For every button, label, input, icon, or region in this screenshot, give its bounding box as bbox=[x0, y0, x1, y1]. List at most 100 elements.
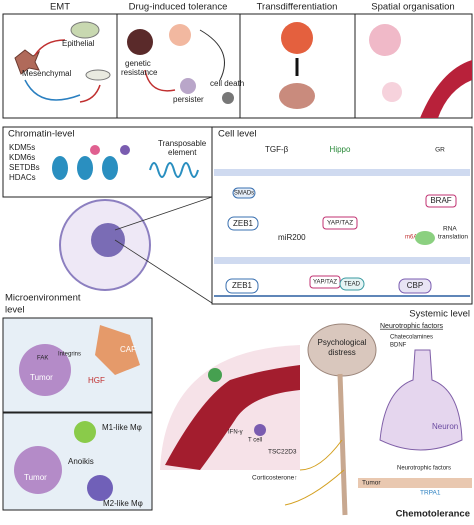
label: translation bbox=[438, 234, 468, 241]
label: T cell bbox=[248, 438, 262, 444]
nucleus bbox=[91, 223, 125, 257]
dead-cell bbox=[222, 92, 234, 104]
smads bbox=[232, 187, 256, 199]
label: TEAD bbox=[344, 282, 361, 288]
label: HGF bbox=[88, 376, 105, 385]
panel-title: EMT bbox=[50, 2, 70, 13]
panel-title: Cell level bbox=[218, 129, 257, 140]
label: m6A bbox=[405, 235, 417, 241]
cell-panel bbox=[211, 126, 473, 305]
arrow bbox=[34, 39, 66, 56]
label: BDNF bbox=[390, 343, 407, 349]
panel-title: Microenvironment bbox=[5, 293, 81, 304]
tumor-cell bbox=[19, 344, 71, 396]
label: Mesenchymal bbox=[22, 69, 72, 78]
spinal-cord bbox=[337, 373, 348, 516]
label: Psychological bbox=[318, 338, 367, 347]
label: Neurotrophic factors bbox=[380, 323, 444, 330]
dna bbox=[149, 162, 199, 178]
nucleosome bbox=[77, 156, 93, 180]
label: Chemotolerance bbox=[396, 509, 470, 520]
zeb1 bbox=[225, 278, 259, 294]
label: Tumor bbox=[24, 473, 47, 482]
modifier: SETDBs bbox=[9, 163, 40, 172]
yap-taz bbox=[322, 216, 358, 230]
arrow bbox=[24, 79, 81, 101]
tumor-membrane bbox=[358, 478, 472, 488]
cell-cluster bbox=[382, 82, 402, 102]
label: ZEB1 bbox=[233, 219, 254, 228]
label: SMADs bbox=[234, 191, 254, 197]
modifier: HDACs bbox=[9, 173, 36, 182]
label: Neurotrophic factors bbox=[397, 466, 451, 472]
label: Transposable bbox=[158, 139, 207, 148]
label: resistance bbox=[121, 68, 158, 77]
label: YAP/TAZ bbox=[327, 220, 353, 227]
cbp bbox=[398, 278, 432, 294]
membrane bbox=[214, 169, 470, 176]
nerve bbox=[284, 439, 345, 506]
label: FAK bbox=[37, 356, 48, 362]
label: ZEB1 bbox=[232, 281, 253, 290]
vessel bbox=[420, 60, 472, 118]
ribosome bbox=[415, 231, 435, 245]
cell-cluster bbox=[169, 24, 191, 46]
label: element bbox=[168, 148, 197, 157]
m2-macrophage bbox=[87, 475, 113, 501]
nucleosomes bbox=[52, 145, 199, 180]
label: Neuron bbox=[432, 422, 458, 431]
caf bbox=[95, 325, 140, 375]
label: Chatecolamines bbox=[390, 335, 433, 341]
label: BRAF bbox=[430, 196, 451, 205]
cell-cluster bbox=[127, 29, 153, 55]
label: TSC22D3 bbox=[268, 449, 297, 456]
mesenchymal-cell bbox=[14, 49, 41, 75]
braf bbox=[425, 194, 457, 208]
label: Anoikis bbox=[68, 457, 94, 466]
panel-title: Chromatin-level bbox=[8, 129, 75, 140]
cell bbox=[85, 69, 111, 81]
top-row: EMT Drug-induced tolerance Transdifferen… bbox=[2, 2, 473, 119]
arrow bbox=[199, 29, 225, 81]
m1-macrophage bbox=[74, 421, 96, 443]
label: Tumor bbox=[362, 480, 381, 487]
neuron bbox=[379, 349, 463, 451]
panel-title: Drug-induced tolerance bbox=[129, 2, 228, 13]
vessel bbox=[165, 365, 300, 470]
panel-title: Systemic level bbox=[409, 309, 470, 320]
cell bbox=[208, 368, 222, 382]
label: Hippo bbox=[330, 145, 351, 154]
panel-title: Spatial organisation bbox=[371, 2, 454, 13]
label: M1-like Mφ bbox=[102, 423, 142, 432]
label: distress bbox=[328, 348, 356, 357]
label: TRPA1 bbox=[420, 490, 441, 497]
tumor-cell bbox=[14, 446, 62, 494]
modifier: KDM6s bbox=[9, 153, 35, 162]
arrow bbox=[144, 69, 176, 92]
label: RNA bbox=[443, 226, 457, 233]
label: CBP bbox=[407, 281, 423, 290]
cell-cluster bbox=[279, 83, 315, 109]
connector bbox=[114, 196, 213, 304]
nucleosome bbox=[52, 156, 68, 180]
epithelial-cell bbox=[70, 21, 100, 39]
label: TGF-β bbox=[265, 145, 289, 154]
nuclear-membrane bbox=[214, 257, 470, 264]
label: YAP/TAZ bbox=[313, 280, 337, 286]
spatial-panel bbox=[354, 13, 473, 119]
label: persister bbox=[173, 95, 204, 104]
cell-cluster bbox=[281, 22, 313, 54]
nucleosome bbox=[102, 156, 118, 180]
modifier: KDM5s bbox=[9, 143, 35, 152]
panel-title: Transdifferentiation bbox=[257, 2, 338, 13]
label: Tumor bbox=[30, 373, 53, 382]
label: genetic bbox=[125, 59, 151, 68]
label: CAF bbox=[120, 345, 136, 354]
label: M2-like Mφ bbox=[103, 499, 143, 508]
label: Corticosterone↑ bbox=[252, 475, 298, 482]
enzyme bbox=[90, 145, 100, 155]
tead bbox=[339, 277, 365, 291]
t-cell bbox=[254, 424, 266, 436]
persister-cell bbox=[180, 78, 196, 94]
panel-title: level bbox=[5, 305, 25, 316]
